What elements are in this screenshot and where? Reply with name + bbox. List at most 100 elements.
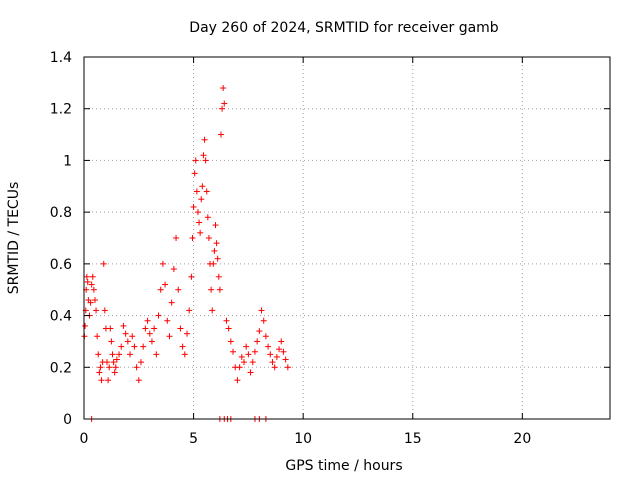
data-point: [201, 136, 208, 143]
y-tick-label: 1.2: [50, 102, 72, 118]
y-tick-label: 0: [63, 412, 72, 428]
data-point: [243, 343, 250, 350]
data-point: [202, 157, 209, 164]
data-point: [199, 183, 206, 190]
x-tick-label: 0: [80, 431, 89, 447]
data-point: [282, 356, 289, 363]
data-point: [196, 219, 203, 226]
data-point: [133, 364, 140, 371]
data-point: [166, 333, 173, 340]
data-point: [247, 369, 254, 376]
data-point: [110, 359, 117, 366]
data-point: [93, 307, 100, 314]
data-point: [249, 359, 256, 366]
data-point: [204, 214, 211, 221]
data-point: [100, 260, 107, 267]
data-point: [179, 343, 186, 350]
data-point: [140, 343, 147, 350]
data-point: [82, 322, 89, 329]
data-point: [238, 353, 245, 360]
data-point: [129, 333, 136, 340]
data-point: [135, 377, 142, 384]
y-tick-label: 0.2: [50, 360, 72, 376]
data-point: [192, 157, 199, 164]
data-point: [265, 343, 272, 350]
data-point: [213, 240, 220, 247]
plot-frame: [83, 56, 611, 420]
data-point: [188, 273, 195, 280]
data-point: [96, 369, 103, 376]
data-point: [122, 330, 129, 337]
data-point: [271, 364, 278, 371]
data-point: [194, 209, 201, 216]
data-point: [162, 281, 169, 288]
data-point: [151, 325, 158, 332]
data-point: [212, 222, 219, 229]
y-tick-label: 0.6: [50, 257, 72, 273]
chart-title: Day 260 of 2024, SRMTID for receiver gam…: [189, 20, 499, 36]
data-point: [198, 196, 205, 203]
data-point: [137, 359, 144, 366]
data-point: [219, 105, 226, 112]
data-point: [269, 359, 276, 366]
data-point: [191, 170, 198, 177]
data-point: [175, 286, 182, 293]
data-point: [209, 307, 216, 314]
data-point: [170, 266, 177, 273]
data-point: [112, 364, 119, 371]
data-point: [181, 351, 188, 358]
data-point: [262, 333, 269, 340]
data-point: [273, 353, 280, 360]
data-point: [164, 317, 171, 324]
data-point: [193, 188, 200, 195]
data-point: [144, 317, 151, 324]
data-point: [84, 278, 91, 285]
data-point: [153, 351, 160, 358]
data-point: [87, 299, 94, 306]
data-point: [200, 152, 207, 159]
data-point: [260, 317, 267, 324]
data-point: [106, 364, 113, 371]
axis-ticks: 0 5 10 15 20 0 0.2 0.4 0.6 0.8 1 1.2 1.4: [50, 50, 610, 447]
data-point: [284, 364, 291, 371]
data-point: [225, 325, 232, 332]
data-point: [105, 377, 112, 384]
data-point: [155, 312, 162, 319]
data-point: [254, 338, 261, 345]
data-point: [91, 297, 98, 304]
data-point: [208, 286, 215, 293]
data-point: [108, 338, 115, 345]
data-point: [227, 338, 234, 345]
data-point: [88, 281, 95, 288]
data-point: [221, 100, 228, 107]
data-point: [267, 351, 274, 358]
data-point: [190, 203, 197, 210]
data-point: [168, 299, 175, 306]
data-point: [97, 364, 104, 371]
data-point: [189, 235, 196, 241]
data-point: [107, 325, 114, 332]
data-point: [197, 229, 204, 236]
data-point: [124, 338, 131, 345]
data-point: [90, 286, 97, 293]
data-point: [220, 85, 227, 92]
data-point: [234, 377, 241, 384]
data-point: [240, 359, 247, 366]
y-tick-label: 0.8: [50, 205, 72, 221]
data-point: [184, 330, 191, 337]
y-tick-label: 1.4: [50, 50, 72, 66]
x-axis-label: GPS time / hours: [285, 458, 402, 474]
data-point: [131, 343, 138, 350]
data-point: [251, 348, 258, 355]
data-point: [116, 351, 123, 358]
data-point: [280, 348, 287, 355]
data-point: [210, 260, 217, 267]
y-tick-label: 0.4: [50, 309, 72, 325]
data-point: [205, 235, 212, 241]
data-point: [230, 348, 237, 355]
data-point: [120, 322, 127, 329]
data-point: [256, 328, 263, 335]
x-tick-label: 15: [404, 431, 422, 447]
grid-lines: [84, 57, 610, 419]
